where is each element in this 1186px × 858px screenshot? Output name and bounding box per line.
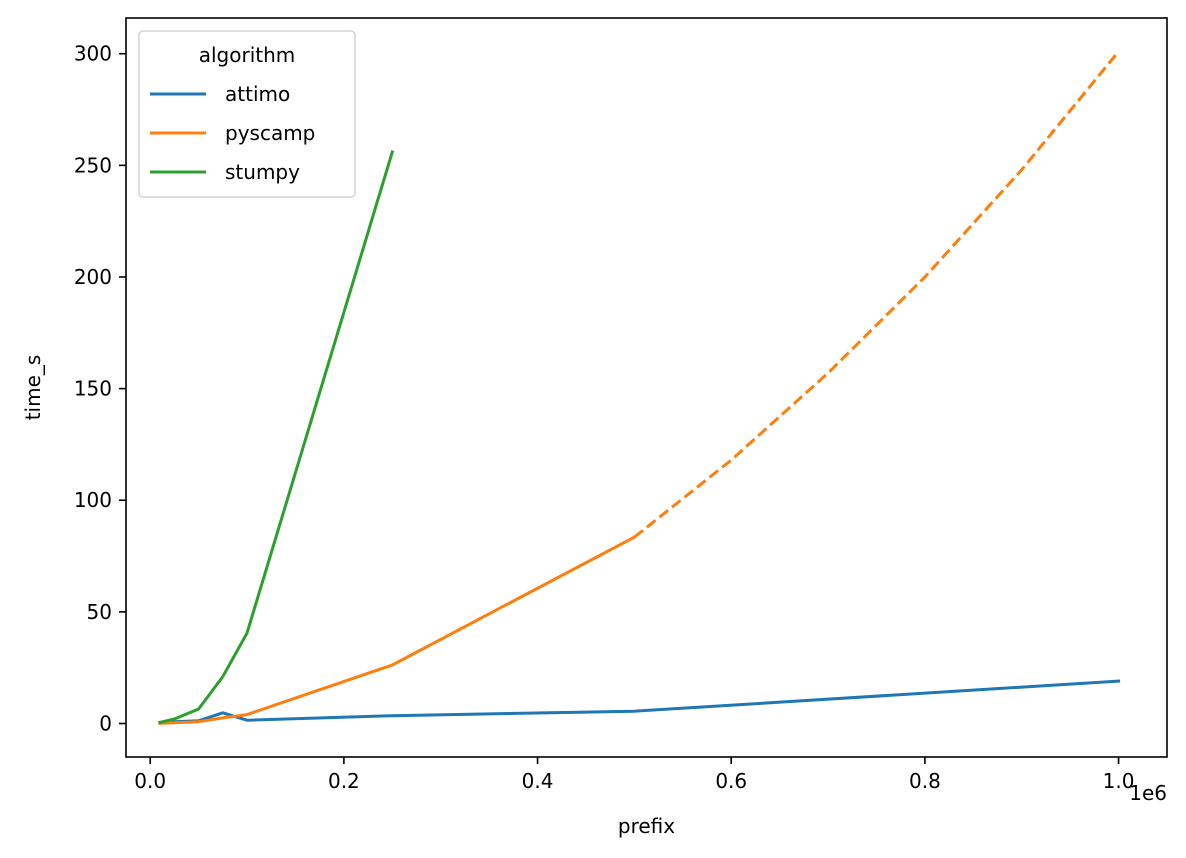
x-tick-label: 0.6 xyxy=(715,769,747,793)
y-axis: 0 50 100 150 200 250 300 xyxy=(74,42,126,736)
legend-label-stumpy: stumpy xyxy=(225,160,300,184)
y-tick-label: 150 xyxy=(74,377,112,401)
legend-label-pyscamp: pyscamp xyxy=(225,121,315,145)
y-tick-label: 100 xyxy=(74,488,112,512)
x-tick-label: 0.2 xyxy=(328,769,360,793)
x-tick-label: 1.0 xyxy=(1103,769,1135,793)
legend-box xyxy=(138,30,356,198)
y-tick-label: 250 xyxy=(74,153,112,177)
series-line-pyscamp xyxy=(158,535,637,725)
y-tick-label: 200 xyxy=(74,265,112,289)
x-axis-offset-label: 1e6 xyxy=(1129,781,1167,805)
y-axis-label: time_s xyxy=(21,355,45,421)
x-axis: 0.0 0.2 0.4 0.6 0.8 1.0 xyxy=(134,757,1134,793)
legend-title: algorithm xyxy=(199,43,296,67)
y-tick-label: 50 xyxy=(87,600,112,624)
x-axis-label: prefix xyxy=(618,814,675,838)
y-tick-label: 0 xyxy=(99,712,112,736)
plot-frame xyxy=(125,17,1168,758)
x-tick-label: 0.0 xyxy=(134,769,166,793)
legend: algorithm attimo pyscamp stumpy xyxy=(138,30,356,198)
series-layer xyxy=(158,50,1121,725)
series-line-stumpy xyxy=(158,150,395,725)
x-tick-label: 0.4 xyxy=(522,769,554,793)
legend-label-attimo: attimo xyxy=(225,82,290,106)
legend-entries: attimo pyscamp stumpy xyxy=(150,82,315,184)
x-tick-label: 0.8 xyxy=(909,769,941,793)
series-line-pyscamp-dashed xyxy=(633,50,1120,539)
y-tick-label: 300 xyxy=(74,42,112,66)
